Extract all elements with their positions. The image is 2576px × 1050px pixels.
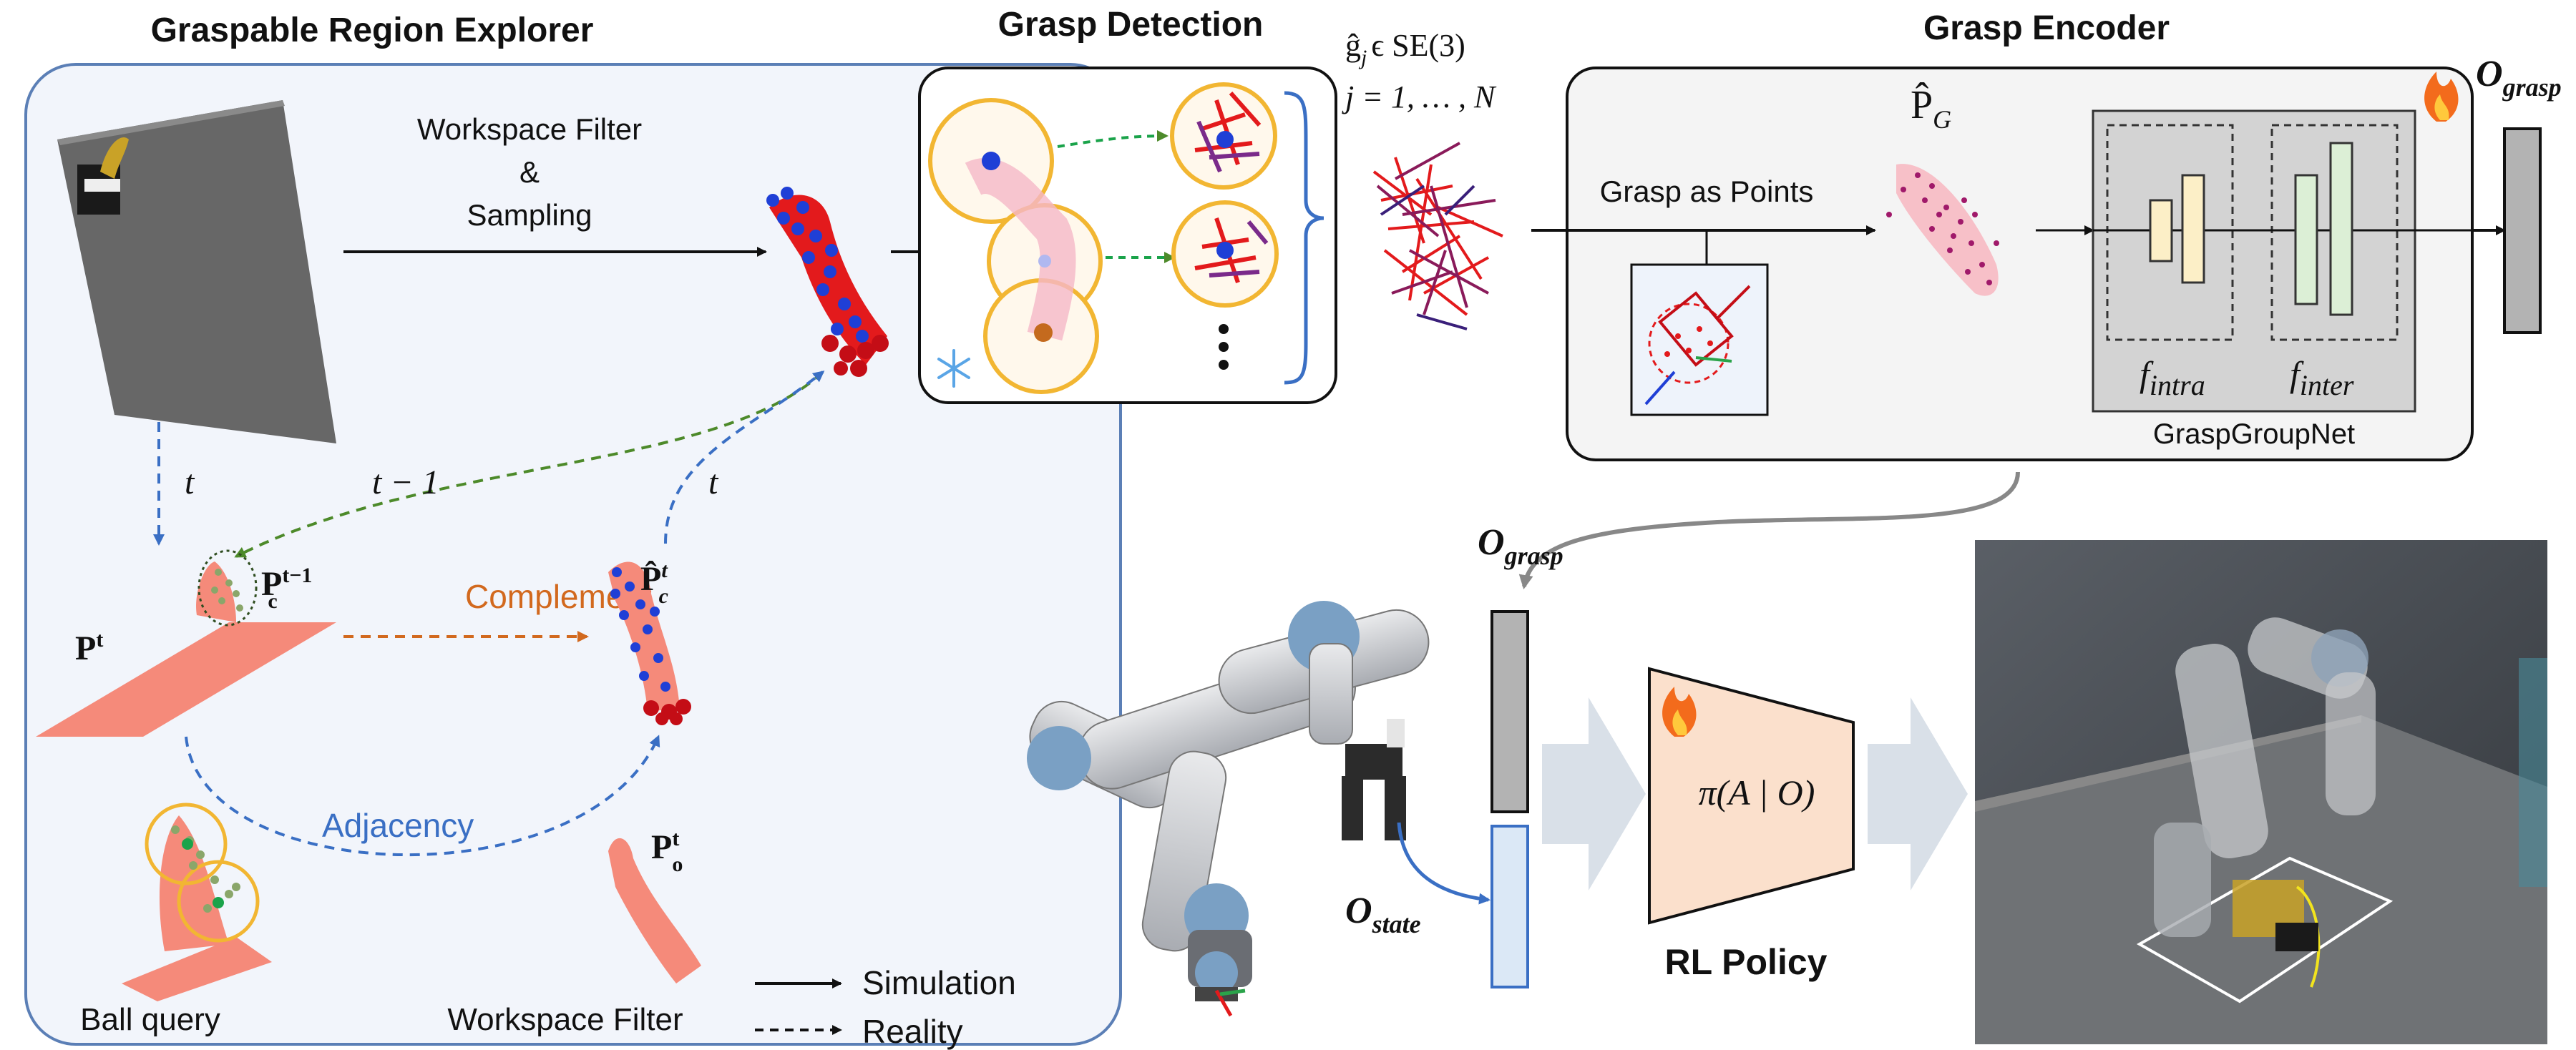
t-right-arrow bbox=[664, 371, 825, 544]
filter-label-1: Workspace Filter bbox=[417, 112, 642, 146]
policy-formula: π(A | O) bbox=[1699, 772, 1815, 813]
o-grasp-label: Ograsp bbox=[2476, 54, 2562, 102]
filter-label-2: & bbox=[519, 155, 540, 189]
phat-ct-label: P̂t c bbox=[640, 559, 668, 608]
pc-prev-label: Pt−1 c bbox=[261, 564, 312, 613]
o-grasp-bar bbox=[1491, 610, 1529, 813]
state-arrow bbox=[1397, 822, 1491, 905]
net-name-label: GraspGroupNet bbox=[2153, 418, 2355, 450]
filter-label-3: Sampling bbox=[467, 198, 592, 232]
f-intra-label: fintra bbox=[2140, 354, 2205, 401]
grasp-as-points-label: Grasp as Points bbox=[1600, 175, 1814, 208]
fire-icon bbox=[2424, 72, 2459, 122]
fire-icon bbox=[1662, 687, 1697, 737]
index-range-label: j = 1, … , N bbox=[1342, 79, 1497, 114]
o-state-label: Ostate bbox=[1345, 890, 1421, 938]
legend-simulation: Simulation bbox=[862, 964, 1016, 1001]
policy-output-arrow bbox=[1868, 697, 1968, 890]
sampled-pointcloud bbox=[766, 187, 889, 377]
pg-label: P̂G bbox=[1911, 82, 1951, 134]
o-grasp-output-bar bbox=[2503, 127, 2542, 334]
t-right-label: t bbox=[708, 463, 719, 501]
rl-policy-block: π(A | O) bbox=[1648, 667, 1855, 925]
o-grasp-mid-label: Ograsp bbox=[1478, 522, 1563, 570]
grasp-set-label: ĝj ϵ SE(3) bbox=[1345, 28, 1465, 69]
grasp-point-cloud bbox=[1886, 164, 1999, 296]
pointcloud-po bbox=[608, 838, 701, 983]
pointcloud-pt bbox=[36, 549, 336, 737]
workspace-filter-label: Workspace Filter bbox=[447, 1002, 683, 1037]
f-inter-label: finter bbox=[2290, 354, 2354, 401]
grasp-poses-cluster bbox=[1372, 142, 1503, 330]
robot-arm-image bbox=[1027, 601, 1430, 1017]
o-state-bar bbox=[1491, 825, 1529, 988]
pt-label: Pt bbox=[75, 628, 103, 667]
po-label: Pt o bbox=[651, 827, 683, 876]
explorer-title: Graspable Region Explorer bbox=[151, 11, 594, 49]
legend-reality: Reality bbox=[862, 1013, 963, 1050]
legend: Simulation Reality bbox=[755, 964, 1016, 1050]
t-minus-1-arrow bbox=[234, 371, 824, 558]
simulation-scene-image bbox=[1975, 540, 2547, 1044]
detection-title: Grasp Detection bbox=[998, 6, 1264, 44]
ball-query-image bbox=[122, 803, 272, 1001]
encoder-title: Grasp Encoder bbox=[1923, 9, 2170, 47]
adjacency-arrow bbox=[185, 735, 660, 856]
rl-policy-label: RL Policy bbox=[1665, 942, 1828, 982]
encoder-to-policy-arrow bbox=[1518, 471, 2020, 589]
t-minus-1-label: t − 1 bbox=[372, 463, 439, 501]
detection-panel: Grasp Detection bbox=[918, 6, 1337, 404]
policy-input-arrow bbox=[1542, 697, 1646, 890]
ball-query-label: Ball query bbox=[80, 1002, 220, 1037]
workspace-table-image bbox=[57, 100, 336, 443]
encoder-panel: Grasp Encoder Grasp as Points P̂G bbox=[1531, 9, 2474, 461]
adjacency-label: Adjacency bbox=[322, 807, 474, 844]
snowflake-icon bbox=[937, 349, 970, 388]
grasp-points-thumbnail bbox=[1630, 263, 1769, 416]
t-left-label: t bbox=[185, 463, 195, 501]
pointcloud-phat-ct bbox=[608, 561, 691, 725]
